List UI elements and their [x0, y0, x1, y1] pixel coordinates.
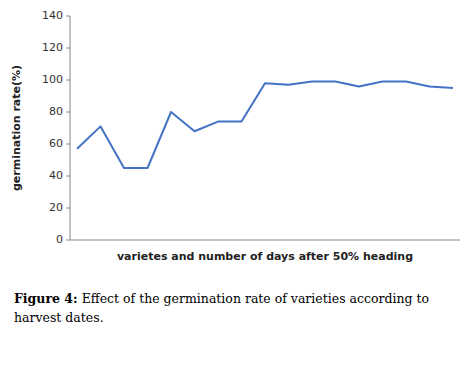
y-tick-label: 0: [56, 233, 63, 246]
x-axis: [70, 240, 460, 241]
y-tick: [66, 208, 70, 209]
y-tick: [66, 240, 70, 241]
chart: 0 20 40 60 80 100 120 140 varietes and number of…: [0, 0, 474, 285]
y-tick: [66, 112, 70, 113]
y-tick: [66, 80, 70, 81]
y-tick-label: 140: [42, 9, 63, 22]
y-tick-label: 60: [49, 137, 63, 150]
y-tick-label: 20: [49, 201, 63, 214]
y-axis-label: germination rate(%): [10, 65, 23, 191]
y-tick: [66, 16, 70, 17]
caption: Figure 4: Effect of the germination rate…: [14, 290, 460, 328]
y-tick: [66, 48, 70, 49]
plot-area: [77, 82, 453, 168]
caption-label: Figure 4:: [14, 291, 78, 306]
y-tick-label: 80: [49, 105, 63, 118]
y-axis: [70, 16, 71, 240]
y-tick: [66, 144, 70, 145]
y-tick: [66, 176, 70, 177]
y-tick-label: 100: [42, 73, 63, 86]
x-axis-label: varietes and number of days after 50% he…: [117, 250, 413, 263]
data-line: [77, 82, 453, 168]
y-tick-label: 120: [42, 41, 63, 54]
y-tick-label: 40: [49, 169, 63, 182]
